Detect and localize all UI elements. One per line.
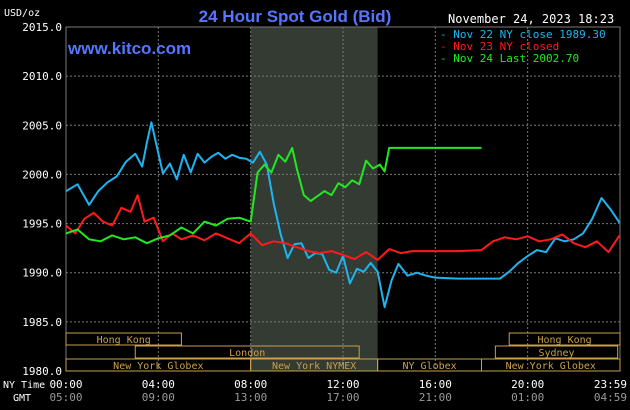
market-box-label: London: [229, 348, 265, 359]
market-london: London: [134, 345, 360, 359]
y-tick-label: 2000.0: [22, 168, 62, 181]
market-box-label: Sydney: [538, 348, 574, 359]
x-tick-label-gmt: 05:00: [49, 391, 82, 404]
market-box-label: New York Globex: [113, 361, 203, 372]
market-new-york-globex-late: New York Globex: [481, 358, 621, 372]
legend-marker: -: [440, 40, 453, 53]
x-tick-label-gmt: 13:00: [234, 391, 267, 404]
market-box-frame: [65, 332, 182, 346]
y-tick-label: 2015.0: [22, 21, 62, 34]
series-line-1: [65, 194, 621, 261]
legend-marker: -: [440, 52, 453, 65]
ny-time-label: NY Time: [3, 380, 45, 391]
x-tick-label-ny: 12:00: [326, 378, 359, 391]
x-tick-label-ny: 04:00: [142, 378, 175, 391]
y-tick-label: 2005.0: [22, 119, 62, 132]
legend-entry-nov24: - Nov 24 Last 2002.70: [440, 52, 579, 65]
watermark: www.kitco.com: [67, 39, 191, 58]
y-tick-label: 1995.0: [22, 218, 62, 231]
unit-label: USD/oz: [4, 8, 40, 19]
market-box-frame: [134, 345, 360, 359]
market-box-label: NY Globex: [402, 361, 456, 372]
market-hong-kong-early: Hong Kong: [65, 332, 182, 346]
market-box-label: Hong Kong: [97, 335, 151, 346]
x-tick-label-gmt: 01:00: [511, 391, 544, 404]
x-tick-label-ny: 16:00: [419, 378, 452, 391]
gmt-label: GMT: [13, 393, 31, 404]
market-sydney: Sydney: [494, 345, 619, 359]
legend-entry-nov23: - Nov 23 NY closed: [440, 40, 559, 53]
y-tick-label: 1985.0: [22, 316, 62, 329]
market-box-frame: [494, 345, 619, 359]
x-tick-label-gmt: 17:00: [326, 391, 359, 404]
y-tick-label: 1990.0: [22, 267, 62, 280]
x-tick-label-ny: 00:00: [49, 378, 82, 391]
legend: - Nov 22 NY close 1989.30 - Nov 23 NY cl…: [440, 28, 606, 65]
market-hong-kong-late: Hong Kong: [508, 332, 621, 346]
x-tick-label-gmt: 21:00: [419, 391, 452, 404]
x-tick-label-ny: 20:00: [511, 378, 544, 391]
y-tick-label: 2010.0: [22, 70, 62, 83]
x-tick-label-ny: 23:59: [594, 378, 627, 391]
chart-title: 24 Hour Spot Gold (Bid): [199, 7, 392, 26]
market-box-label: Hong Kong: [538, 335, 592, 346]
legend-marker: -: [440, 28, 453, 41]
market-box-label: New York NYMEX: [272, 361, 356, 372]
market-box-label: New York Globex: [506, 361, 596, 372]
market-box-frame: [508, 332, 621, 346]
legend-label: Nov 22 NY close 1989.30: [453, 28, 605, 41]
legend-label: Nov 23 NY closed: [453, 40, 559, 53]
x-tick-label-ny: 08:00: [234, 378, 267, 391]
y-tick-label: 1980.0: [22, 365, 62, 378]
series-line-2: [65, 146, 482, 245]
x-tick-label-gmt: 09:00: [142, 391, 175, 404]
x-tick-label-gmt: 04:59: [594, 391, 627, 404]
series-line-0: [65, 121, 621, 309]
legend-label: Nov 24 Last 2002.70: [453, 52, 579, 65]
legend-entry-nov22: - Nov 22 NY close 1989.30: [440, 28, 606, 41]
market-box-frame: [481, 358, 621, 372]
date-label: November 24, 2023 18:23: [448, 12, 614, 26]
